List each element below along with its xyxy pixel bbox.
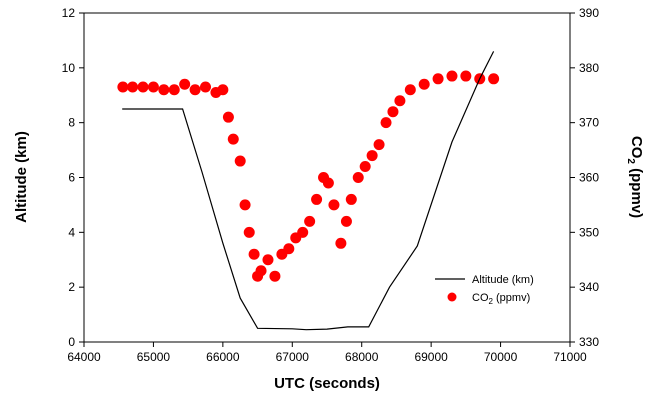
co2-point (328, 199, 340, 211)
y-axis-left-label: Altitude (km) (13, 131, 30, 223)
y-right-tick-label: 330 (579, 335, 599, 349)
y-left-tick-label: 12 (62, 6, 76, 20)
co2-point (488, 73, 500, 85)
co2-point (243, 226, 255, 238)
y-left-tick-label: 0 (68, 335, 75, 349)
co2-point (373, 139, 385, 151)
y-left-tick-label: 8 (68, 116, 75, 130)
co2-point (117, 81, 129, 93)
co2-point (234, 155, 246, 167)
y-right-tick-label: 390 (579, 6, 599, 20)
co2-point (335, 237, 347, 249)
co2-point (179, 78, 191, 90)
co2-point (262, 254, 274, 266)
y-right-tick-label: 360 (579, 171, 599, 185)
co2-point (446, 70, 458, 82)
co2-point (248, 248, 260, 260)
co2-point (394, 95, 406, 107)
y-right-tick-label: 350 (579, 225, 599, 239)
co2-point (460, 70, 472, 82)
co2-point (359, 161, 371, 173)
co2-point (189, 84, 201, 96)
co2-point (387, 106, 399, 118)
legend-co2-label: CO2 (ppmv) (472, 292, 530, 306)
co2-series (117, 70, 500, 282)
co2-point (352, 172, 364, 183)
co2-point (269, 270, 281, 282)
co2-point (255, 265, 267, 277)
co2-point (404, 84, 416, 96)
co2-point (322, 177, 334, 189)
co2-point (418, 78, 430, 90)
co2-point (283, 243, 295, 255)
co2-point (222, 111, 234, 123)
y-right-tick-label: 380 (579, 61, 599, 75)
y-right-tick-label: 370 (579, 116, 599, 130)
x-tick-label: 69000 (414, 350, 448, 364)
x-tick-label: 70000 (484, 350, 518, 364)
co2-point (158, 84, 170, 96)
co2-point (239, 199, 251, 211)
co2-point (137, 81, 149, 93)
x-tick-label: 65000 (137, 350, 171, 364)
legend: Altitude (km) CO2 (ppmv) (435, 274, 534, 306)
legend-co2-swatch (447, 292, 457, 302)
y-right-tick-label: 340 (579, 280, 599, 294)
y-axis-right-label: CO2 (ppmv) (625, 136, 645, 218)
x-tick-label: 67000 (276, 350, 310, 364)
co2-point (200, 81, 211, 93)
co2-point (127, 81, 139, 93)
legend-altitude-label: Altitude (km) (472, 274, 534, 286)
y-left-tick-label: 10 (62, 61, 76, 75)
co2-point (380, 117, 392, 129)
x-tick-label: 66000 (206, 350, 240, 364)
co2-point (345, 193, 357, 205)
co2-point (311, 193, 323, 205)
x-tick-label: 71000 (553, 350, 587, 364)
co2-point (147, 81, 159, 93)
x-tick-label: 68000 (345, 350, 379, 364)
altitude-line (122, 51, 495, 331)
y-left-tick-label: 6 (68, 171, 75, 185)
co2-point (217, 84, 229, 96)
y-left-tick-label: 4 (68, 225, 75, 239)
y-left-tick-label: 2 (68, 280, 75, 294)
co2-point (366, 150, 378, 162)
co2-point (340, 215, 352, 227)
plot-area (117, 51, 500, 331)
co2-point (297, 226, 309, 238)
co2-point (432, 73, 444, 85)
x-tick-label: 64000 (67, 350, 101, 364)
co2-point (168, 84, 180, 96)
x-axis-label: UTC (seconds) (274, 375, 380, 392)
co2-point (304, 215, 316, 227)
co2-point (227, 133, 239, 145)
